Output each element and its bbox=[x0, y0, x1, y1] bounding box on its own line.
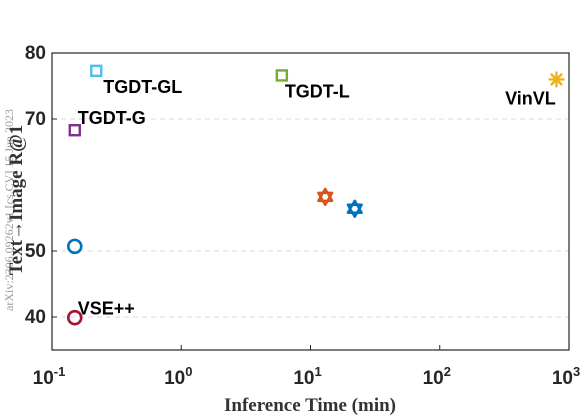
hexagram-triangle-up bbox=[317, 187, 334, 203]
grid-lines bbox=[52, 118, 569, 318]
asterisk-stroke bbox=[550, 73, 563, 86]
point-label-tgdt-g: TGDT-G bbox=[78, 108, 146, 128]
point-vinvl-asterisk bbox=[548, 71, 565, 88]
x-tick-label: 100 bbox=[164, 364, 192, 389]
point-tgdt-g-square bbox=[68, 124, 81, 137]
y-tick-label: 50 bbox=[25, 241, 46, 262]
point-unlabeled-hexagram bbox=[346, 199, 363, 218]
point-labels: TGDT-GL TGDT-L VinVL TGDT-G VSE++ bbox=[78, 77, 556, 319]
hexagram-triangle-down bbox=[317, 191, 334, 207]
point-tgdt-gl-square bbox=[90, 64, 103, 78]
hexagram-triangle-down bbox=[346, 203, 363, 218]
x-tick-label: 101 bbox=[293, 364, 321, 389]
y-axis-ticks: 40 50 70 80 bbox=[25, 43, 57, 328]
point-label-tgdt-l: TGDT-L bbox=[285, 81, 350, 101]
y-tick-label: 80 bbox=[25, 43, 46, 64]
point-label-vinvl: VinVL bbox=[505, 88, 556, 108]
point-unlabeled-circle bbox=[66, 238, 83, 255]
y-tick-label: 40 bbox=[25, 307, 46, 328]
x-axis-label: Inference Time (min) bbox=[224, 395, 396, 416]
point-vse-circle bbox=[66, 309, 83, 326]
point-unlabeled-hexagram bbox=[317, 187, 334, 207]
x-axis-ticks: 10-1 100 101 102 103 bbox=[33, 345, 580, 389]
point-label-vse: VSE++ bbox=[78, 299, 135, 319]
point-tgdt-l-square bbox=[275, 69, 289, 82]
hexagram-triangle-up bbox=[346, 199, 363, 214]
data-points bbox=[66, 64, 565, 326]
x-tick-label: 10-1 bbox=[33, 364, 66, 389]
point-label-tgdt-gl: TGDT-GL bbox=[103, 77, 182, 97]
y-axis-label: Text→Image R@1 bbox=[6, 125, 27, 276]
x-tick-label: 102 bbox=[423, 364, 451, 389]
x-tick-label: 103 bbox=[552, 364, 580, 389]
y-tick-label: 70 bbox=[25, 109, 46, 130]
arxiv-watermark: arXiv:2306.09262v1 [cs.CV] 15 Jun 2023 bbox=[2, 109, 16, 311]
